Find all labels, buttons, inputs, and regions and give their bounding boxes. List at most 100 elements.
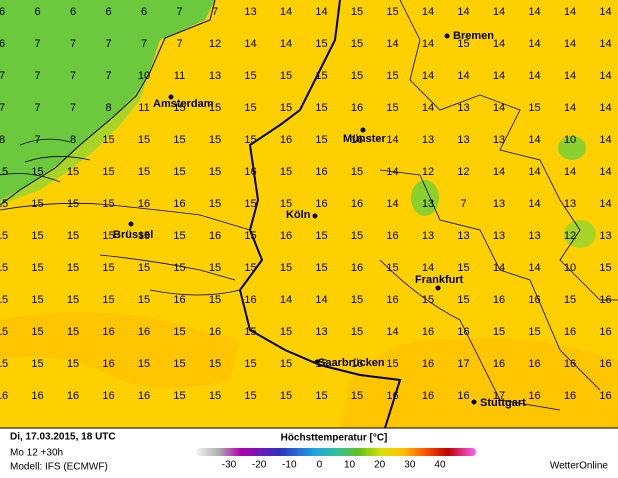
city-label: Stuttgart	[480, 397, 526, 409]
grid-value: 14	[386, 134, 398, 146]
grid-value: 16	[599, 294, 611, 306]
grid-value: 13	[457, 134, 469, 146]
grid-value: 14	[599, 6, 611, 18]
grid-value: 15	[102, 294, 114, 306]
grid-value: 16	[244, 294, 256, 306]
grid-value: 15	[209, 262, 221, 274]
grid-value: 14	[493, 70, 505, 82]
cool-spot	[564, 220, 596, 248]
city-label: Köln	[286, 209, 311, 221]
grid-value: 15	[102, 198, 114, 210]
grid-value: 16	[422, 390, 434, 402]
grid-value: 15	[457, 262, 469, 274]
grid-value: 15	[209, 102, 221, 114]
grid-value: 15	[0, 262, 8, 274]
grid-value: 14	[599, 198, 611, 210]
city-dot	[360, 127, 366, 133]
grid-value: 15	[315, 390, 327, 402]
grid-value: 7	[70, 70, 76, 82]
grid-value: 15	[244, 70, 256, 82]
grid-value: 14	[386, 198, 398, 210]
grid-value: 7	[34, 70, 40, 82]
grid-value: 16	[280, 230, 292, 242]
grid-value: 15	[315, 134, 327, 146]
grid-value: 15	[67, 230, 79, 242]
grid-value: 14	[386, 166, 398, 178]
grid-value: 15	[138, 230, 150, 242]
grid-value: 16	[280, 134, 292, 146]
grid-value: 14	[280, 6, 292, 18]
value-grid: 6 6 6 6 6 7 7 13 14 14 15 15 14 14 14 14 14 14 6 7 7 7 7 7 12 14 1…	[0, 6, 612, 402]
grid-value: 14	[422, 102, 434, 114]
grid-value: 15	[173, 326, 185, 338]
grid-value: 15	[351, 390, 363, 402]
color-scale-ticks: -30 -20 -10 0 10 20 30 40	[222, 460, 446, 471]
grid-value: 15	[528, 326, 540, 338]
grid-value: 15	[102, 134, 114, 146]
grid-value: 8	[70, 134, 76, 146]
grid-value: 15	[280, 326, 292, 338]
grid-value: 15	[173, 358, 185, 370]
grid-value: 16	[209, 326, 221, 338]
grid-value: 6	[34, 6, 40, 18]
grid-value: 16	[564, 326, 576, 338]
grid-value: 16	[599, 390, 611, 402]
grid-value: 12	[422, 166, 434, 178]
grid-value: 16	[386, 230, 398, 242]
grid-value: 6	[105, 6, 111, 18]
grid-value: 13	[599, 230, 611, 242]
grid-value: 16	[599, 326, 611, 338]
grid-value: 16	[315, 166, 327, 178]
grid-value: 15	[457, 294, 469, 306]
region-border	[0, 202, 251, 296]
grid-value: 15	[351, 230, 363, 242]
grid-value: 6	[70, 6, 76, 18]
grid-value: 14	[599, 134, 611, 146]
grid-value: 15	[31, 326, 43, 338]
grid-value: 15	[67, 198, 79, 210]
grid-value: 15	[209, 134, 221, 146]
grid-value: 15	[138, 134, 150, 146]
grid-value: 14	[599, 38, 611, 50]
scale-tick-label: -10	[282, 460, 297, 471]
city-dot	[312, 213, 318, 219]
sea-area	[0, 0, 215, 200]
grid-value: 12	[564, 230, 576, 242]
cities: Bremen Amsterdam Münster Köln Brüssel Frankfu…	[113, 30, 526, 409]
grid-value: 15	[280, 358, 292, 370]
scale-tick-label: 10	[344, 460, 356, 471]
grid-value: 16	[31, 390, 43, 402]
grid-value: 14	[528, 262, 540, 274]
grid-value: 7	[34, 134, 40, 146]
grid-value: 14	[564, 166, 576, 178]
grid-value: 15	[386, 70, 398, 82]
grid-value: 15	[244, 326, 256, 338]
city-label: Saarbrücken	[318, 357, 385, 369]
grid-value: 11	[138, 102, 149, 114]
grid-value: 15	[280, 390, 292, 402]
grid-value: 17	[457, 358, 469, 370]
grid-value: 15	[102, 166, 114, 178]
grid-value: 15	[493, 326, 505, 338]
grid-value: 14	[528, 38, 540, 50]
grid-value: 15	[315, 38, 327, 50]
grid-value: 13	[422, 230, 434, 242]
grid-value: 15	[173, 262, 185, 274]
grid-value: 15	[386, 6, 398, 18]
grid-value: 14	[244, 38, 256, 50]
scale-tick-label: 40	[434, 460, 446, 471]
grid-value: 14	[564, 102, 576, 114]
grid-value: 13	[493, 198, 505, 210]
grid-value: 15	[31, 230, 43, 242]
grid-value: 12	[209, 38, 221, 50]
scale-tick-label: -20	[252, 460, 267, 471]
warm-area	[340, 337, 618, 428]
grid-value: 15	[138, 166, 150, 178]
grid-value: 15	[31, 166, 43, 178]
grid-value: 15	[386, 102, 398, 114]
grid-value: 7	[176, 38, 182, 50]
grid-value: 15	[173, 166, 185, 178]
grid-value: 14	[493, 166, 505, 178]
grid-value: 15	[0, 326, 8, 338]
scale-tick-label: -30	[222, 460, 237, 471]
